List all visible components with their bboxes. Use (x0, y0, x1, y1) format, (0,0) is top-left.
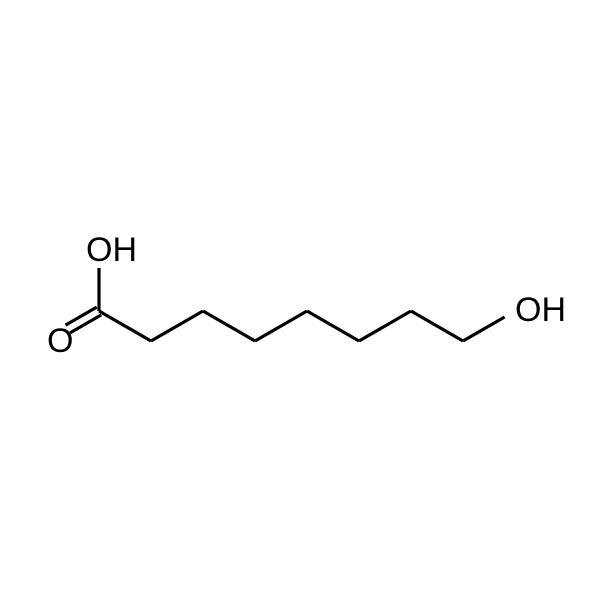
bond-line (151, 311, 203, 341)
bond-line (411, 311, 463, 341)
molecule-diagram: O OH OH (0, 0, 600, 600)
atom-label: OH (515, 291, 566, 329)
bond-line (255, 311, 307, 341)
bond-line (463, 317, 505, 341)
atom-label: OH (86, 231, 137, 269)
bond-line (307, 311, 359, 341)
bond-line (359, 311, 411, 341)
bond-line (99, 311, 151, 341)
bond-line (203, 311, 255, 341)
bond-line (70, 315, 101, 333)
atom-label: O (47, 322, 73, 360)
